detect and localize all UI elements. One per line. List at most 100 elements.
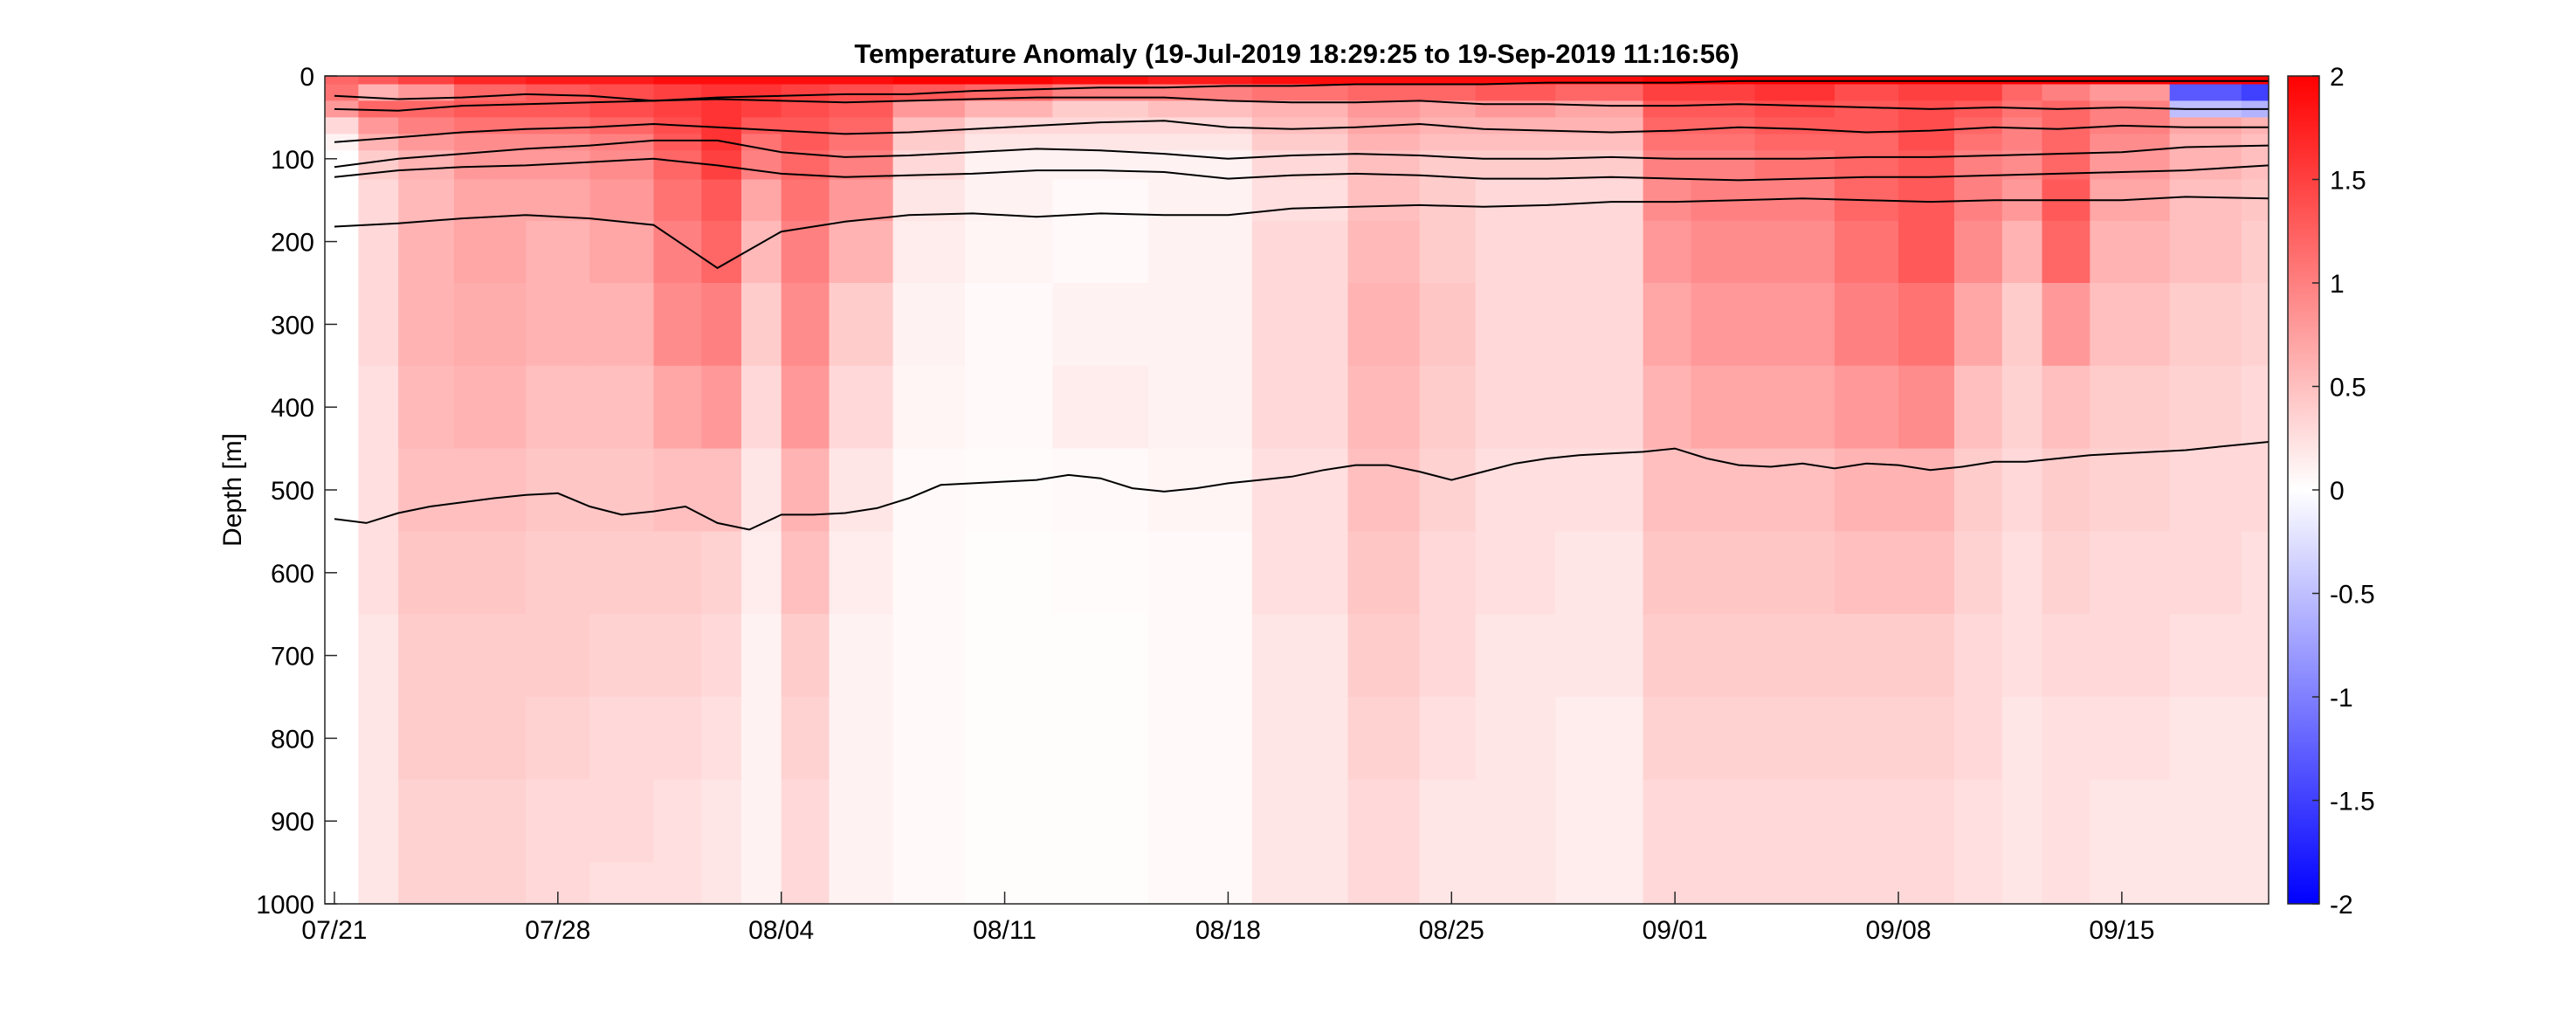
heatmap-cell bbox=[741, 697, 782, 781]
heatmap-cell bbox=[358, 117, 399, 134]
y-tick-label: 700 bbox=[271, 643, 314, 672]
heatmap-cell bbox=[526, 117, 590, 134]
heatmap-cell bbox=[1419, 84, 1477, 102]
heatmap-cell bbox=[964, 76, 1053, 86]
heatmap-cell bbox=[325, 134, 359, 151]
heatmap-cell bbox=[1754, 862, 1836, 904]
heatmap-cell bbox=[2090, 134, 2171, 151]
heatmap-cell bbox=[1419, 179, 1477, 222]
heatmap-cell bbox=[1834, 531, 1899, 615]
heatmap-cell bbox=[1555, 134, 1644, 151]
heatmap-cell bbox=[653, 179, 702, 222]
heatmap-cell bbox=[1898, 365, 1955, 450]
heatmap-cell bbox=[1475, 220, 1556, 284]
heatmap-cell bbox=[2241, 779, 2269, 864]
heatmap-cell bbox=[2090, 862, 2171, 904]
heatmap-cell bbox=[829, 283, 894, 367]
heatmap-cell bbox=[1347, 614, 1421, 698]
heatmap-cell bbox=[741, 283, 782, 367]
heatmap-cell bbox=[829, 134, 894, 151]
heatmap-cell bbox=[358, 779, 399, 864]
heatmap-cell bbox=[1052, 117, 1149, 134]
heatmap-cell bbox=[2090, 283, 2171, 367]
heatmap-cell bbox=[892, 220, 966, 284]
heatmap-cell bbox=[589, 862, 655, 904]
heatmap-cell bbox=[2042, 220, 2090, 284]
heatmap-cell bbox=[829, 614, 894, 698]
heatmap-cell bbox=[741, 179, 782, 222]
heatmap-cell bbox=[2001, 283, 2043, 367]
heatmap-cell bbox=[2169, 84, 2242, 102]
x-tick-label: 07/21 bbox=[301, 916, 367, 945]
heatmap-cell bbox=[829, 697, 894, 781]
heatmap-cell bbox=[1475, 614, 1556, 698]
heatmap-cell bbox=[892, 283, 966, 367]
heatmap-cell bbox=[1052, 614, 1149, 698]
heatmap-cell bbox=[1347, 779, 1421, 864]
heatmap-cell bbox=[1754, 220, 1836, 284]
heatmap-cell bbox=[358, 76, 399, 86]
heatmap-cell bbox=[829, 448, 894, 532]
heatmap-cell bbox=[1052, 134, 1149, 151]
heatmap-cell bbox=[526, 697, 590, 781]
heatmap-cell bbox=[1052, 779, 1149, 864]
heatmap-cell bbox=[1052, 862, 1149, 904]
heatmap-cell bbox=[1834, 150, 1899, 181]
heatmap-cell bbox=[1643, 134, 1691, 151]
heatmap-cell bbox=[653, 531, 702, 615]
heatmap-cell bbox=[653, 779, 702, 864]
heatmap-cell bbox=[653, 100, 702, 118]
heatmap-cell bbox=[781, 220, 830, 284]
heatmap-cell bbox=[2001, 117, 2043, 134]
heatmap-cell bbox=[1754, 283, 1836, 367]
heatmap-cell bbox=[829, 779, 894, 864]
heatmap-cell bbox=[781, 614, 830, 698]
heatmap-cell bbox=[2169, 365, 2242, 450]
heatmap-cell bbox=[589, 531, 655, 615]
heatmap-cell bbox=[358, 134, 399, 151]
heatmap-cell bbox=[1555, 100, 1644, 118]
heatmap-cell bbox=[1754, 84, 1836, 102]
heatmap-cell bbox=[1419, 614, 1477, 698]
heatmap-cell bbox=[358, 448, 399, 532]
heatmap-cell bbox=[1898, 697, 1955, 781]
heatmap-cell bbox=[964, 365, 1053, 450]
heatmap-cell bbox=[1347, 531, 1421, 615]
x-tick-label: 09/01 bbox=[1643, 916, 1708, 945]
heatmap-cell bbox=[653, 150, 702, 181]
heatmap-cell bbox=[741, 220, 782, 284]
heatmap-cell bbox=[741, 614, 782, 698]
heatmap-cell bbox=[2090, 150, 2171, 181]
heatmap-cell bbox=[653, 365, 702, 450]
heatmap-cell bbox=[1643, 365, 1691, 450]
heatmap-cell bbox=[1834, 84, 1899, 102]
heatmap-cell bbox=[1475, 779, 1556, 864]
heatmap-cell bbox=[1754, 134, 1836, 151]
heatmap-cell bbox=[2042, 531, 2090, 615]
isotherm-line bbox=[334, 157, 2269, 182]
heatmap-cell bbox=[1052, 448, 1149, 532]
heatmap-cell bbox=[1754, 531, 1836, 615]
heatmap-cell bbox=[2241, 179, 2269, 222]
heatmap-cell bbox=[1754, 100, 1836, 118]
heatmap-cell bbox=[1347, 365, 1421, 450]
heatmap-cell bbox=[589, 614, 655, 698]
heatmap-cell bbox=[358, 697, 399, 781]
heatmap-cell bbox=[1754, 697, 1836, 781]
heatmap-cell bbox=[325, 76, 359, 86]
heatmap-cell bbox=[1898, 531, 1955, 615]
heatmap-cell bbox=[1475, 117, 1556, 134]
heatmap-cell bbox=[398, 697, 455, 781]
heatmap-cell bbox=[1555, 283, 1644, 367]
heatmap-cell bbox=[2090, 531, 2171, 615]
heatmap-cell bbox=[1954, 614, 2003, 698]
heatmap-cell bbox=[2090, 448, 2171, 532]
heatmap-cell bbox=[398, 84, 455, 102]
heatmap-cell bbox=[2001, 134, 2043, 151]
heatmap-cell bbox=[741, 448, 782, 532]
heatmap-cell bbox=[2042, 448, 2090, 532]
heatmap-cell bbox=[1052, 100, 1149, 118]
heatmap-cell bbox=[1148, 614, 1253, 698]
heatmap-cell bbox=[2090, 100, 2171, 118]
heatmap-cell bbox=[1419, 283, 1477, 367]
